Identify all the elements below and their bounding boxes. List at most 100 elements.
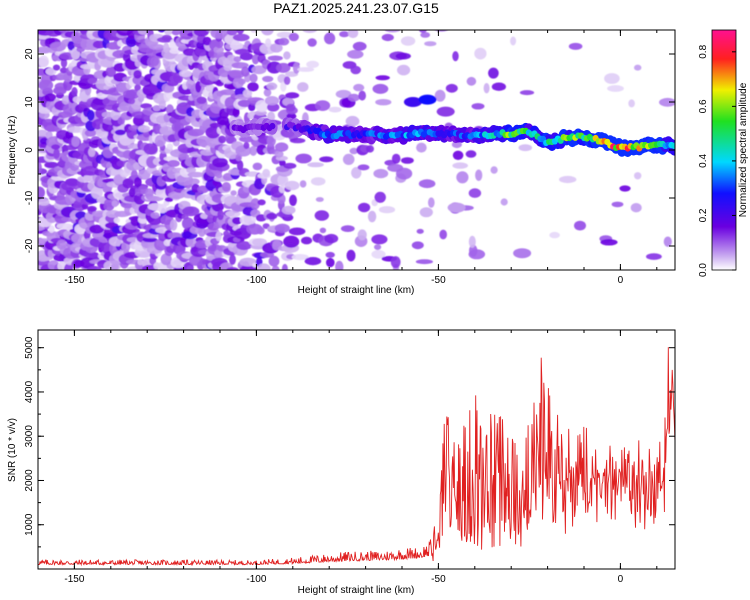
heatmap-cell (72, 96, 83, 103)
x-tick-label: -50 (431, 275, 446, 286)
heatmap-cell (274, 150, 284, 158)
heatmap-cell (233, 56, 242, 63)
heatmap-cell (137, 30, 149, 35)
heatmap-cell (249, 145, 258, 156)
heatmap-cell (518, 144, 533, 152)
heatmap-cell (229, 71, 245, 79)
colorbar: 0.0 0.2 0.4 0.6 0.8 Normalized spectral ampl… (698, 29, 749, 277)
x-tick-label: -100 (246, 275, 266, 286)
heatmap-cell (452, 150, 464, 160)
heatmap-cell (391, 153, 401, 164)
heatmap-cell (166, 143, 174, 150)
heatmap-cell (278, 37, 290, 46)
x-tick-label: -50 (431, 574, 446, 585)
heatmap-cell (634, 172, 642, 180)
heatmap-cell (150, 212, 160, 219)
heatmap-cell (163, 239, 172, 247)
heatmap-cell (378, 206, 396, 214)
heatmap-cell (195, 81, 202, 93)
x-tick-label: 0 (618, 574, 624, 585)
heatmap-cell (157, 30, 166, 33)
snr-x-ticks: -150 -100 -50 0 (37, 330, 658, 585)
heatmap-cell (315, 197, 324, 202)
heatmap-cell (265, 38, 272, 48)
snr-x-label: Height of straight line (km) (298, 585, 415, 596)
heatmap-cell (185, 237, 197, 248)
heatmap-cell (366, 145, 374, 153)
y-tick-label: 2000 (24, 469, 35, 492)
heatmap-cell (353, 83, 365, 92)
heatmap-cell (252, 238, 268, 247)
heatmap-cell (181, 217, 195, 230)
heatmap-cell (326, 257, 335, 268)
heatmap-cell (607, 85, 624, 92)
heatmap-cell (71, 136, 80, 148)
heatmap-cell (285, 92, 300, 99)
colorbar-tick-label: 0.4 (698, 154, 709, 168)
heatmap-cell (262, 168, 271, 178)
heatmap-cell (283, 76, 291, 85)
heatmap-cell (204, 235, 214, 248)
figure-title: PAZ1.2025.241.23.07.G15 (273, 0, 439, 16)
heatmap-cell (604, 73, 620, 84)
heatmap-cell (251, 54, 260, 65)
heatmap-cell (229, 41, 244, 51)
heatmap-cell (289, 137, 306, 144)
heatmap-cell (224, 96, 237, 109)
heatmap-cell (223, 64, 232, 71)
heatmap-cell (266, 82, 278, 91)
heatmap-cell (358, 90, 367, 101)
heatmap-cell (519, 90, 535, 96)
snr-frame (37, 329, 676, 570)
heatmap-cell (270, 43, 283, 53)
heatmap-cell (252, 162, 263, 171)
heatmap-cell (634, 64, 642, 71)
heatmap-cell (242, 89, 253, 98)
heatmap-cell (314, 210, 329, 221)
heatmap-cell (488, 67, 499, 79)
heatmap-cell (263, 88, 272, 97)
heatmap-cell (221, 182, 231, 192)
heatmap-cell (468, 188, 482, 198)
heatmap-cell (659, 97, 675, 107)
heatmap-cell (339, 31, 350, 38)
heatmap-cell (250, 198, 260, 210)
heatmap-cell (188, 178, 200, 185)
heatmap-cell (491, 82, 506, 91)
heatmap-cell (179, 153, 190, 160)
heatmap-cell (301, 236, 313, 245)
colorbar-tick-label: 0.6 (698, 99, 709, 113)
heatmap-cell (468, 249, 486, 260)
heatmap-cell (236, 160, 244, 171)
x-tick-label: -150 (64, 574, 84, 585)
heatmap-cell (283, 162, 297, 169)
heatmap-cell (307, 162, 324, 168)
heatmap-cell (159, 125, 174, 136)
heatmap-cell (306, 60, 319, 68)
heatmap-cell (292, 62, 300, 74)
heatmap-cell (302, 30, 318, 33)
heatmap-cell (209, 122, 222, 128)
heatmap-cell (52, 64, 61, 71)
heatmap-cell (483, 83, 490, 94)
heatmap-cell (400, 36, 416, 46)
heatmap-cell (48, 225, 55, 233)
heatmap-cell (288, 227, 306, 236)
heatmap-cell (239, 223, 250, 235)
snr-line (38, 347, 675, 567)
heatmap-cell (447, 202, 466, 213)
heatmap-cell (452, 51, 459, 62)
heatmap-cell (152, 105, 161, 112)
snr-y-ticks: 1000 2000 3000 4000 5000 (24, 336, 675, 548)
heatmap-cell (65, 130, 74, 139)
heatmap-cell (471, 103, 485, 110)
heatmap-cell (549, 231, 560, 239)
heatmap-cell (346, 249, 356, 262)
y-tick-label: 0 (24, 147, 35, 153)
heatmap-cell (87, 78, 98, 84)
heatmap-cell (251, 65, 267, 75)
heatmap-cell (163, 156, 180, 162)
heatmap-cell (148, 44, 165, 50)
heatmap-cell (164, 30, 173, 35)
heatmap-cell (65, 178, 81, 187)
